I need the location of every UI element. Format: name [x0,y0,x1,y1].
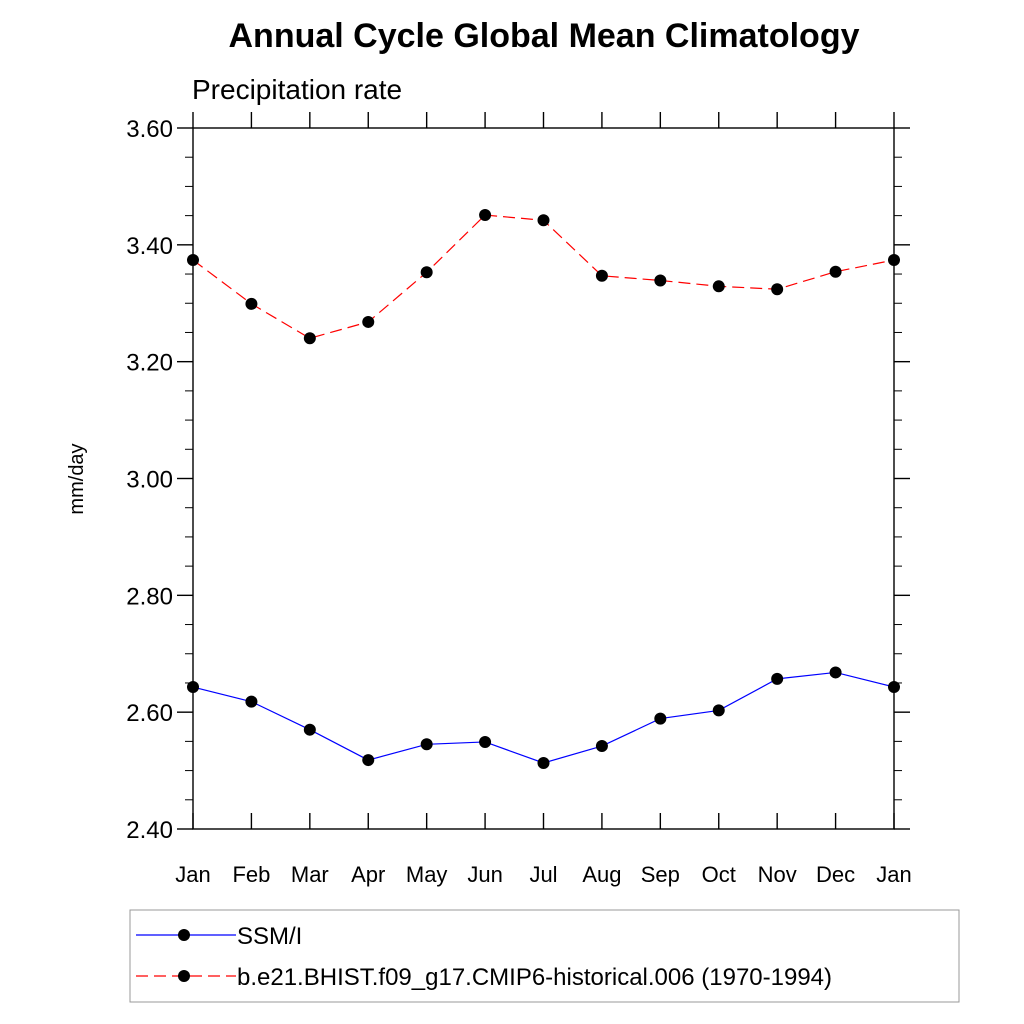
x-tick-label: Sep [641,862,680,887]
series-1-point [712,280,725,293]
plot-frame [192,127,895,830]
series-1-point [362,315,375,328]
x-tick-label: Jul [529,862,557,887]
legend-ssmi-marker [178,929,190,941]
series-0-point [420,738,433,751]
x-tick-label: Dec [816,862,855,887]
series-1-point [888,254,900,267]
series-0-point [654,712,667,725]
legend: SSM/I b.e21.BHIST.f09_g17.CMIP6-historic… [129,909,960,1003]
x-tick-label: May [406,862,448,887]
x-tick-label: Jan [175,862,210,887]
series-line-0 [192,671,895,764]
series-1-point [420,266,433,279]
series-1-point [537,214,550,227]
y-tick-label: 3.40 [126,233,173,260]
series-0-point [888,681,900,694]
series-0-point [362,754,375,767]
y-axis-label: mm/day [66,443,88,514]
x-tick-label: Nov [758,862,797,887]
x-tick-labels: Jan Feb Mar Apr May Jun Jul Aug Sep Oct Nov Dec Jan [175,862,911,887]
legend-ssmi-label: SSM/I [237,923,302,950]
x-tick-label: Feb [232,862,270,887]
series-layer [187,209,900,769]
series-1-point [771,283,784,296]
series-line-1 [192,214,895,339]
x-tick-label: Jan [876,862,911,887]
series-0-point [829,666,842,679]
series-0-point [245,695,258,708]
chart-subtitle: Precipitation rate [192,74,402,105]
series-1-point [479,209,492,222]
y-tick-label: 3.20 [126,350,173,377]
series-0-point [479,735,492,748]
y-tick-label: 3.00 [126,467,173,494]
y-tick-label: 2.60 [126,700,173,727]
chart-title: Annual Cycle Global Mean Climatology [229,17,860,55]
x-tick-label: Jun [467,862,502,887]
series-0-point [537,756,550,769]
x-tick-label: Apr [351,862,385,887]
legend-model-marker [178,970,190,982]
series-1-point [303,332,316,345]
x-tick-label: Aug [582,862,621,887]
x-tick-label: Oct [702,862,736,887]
series-1-point [245,297,258,310]
x-tick-label: Mar [291,862,329,887]
series-0-point [303,723,316,736]
legend-model-label: b.e21.BHIST.f09_g17.CMIP6-historical.006… [237,964,832,991]
series-1-point [654,274,667,287]
series-0-point [771,672,784,685]
y-tick-label: 3.60 [126,116,173,143]
series-1-point [829,265,842,278]
series-0-point [187,681,199,694]
series-0-point [712,704,725,717]
y-tick-label: 2.80 [126,583,173,610]
series-1-point [187,254,199,267]
series-1-point [595,269,608,282]
legend-box [129,909,960,1003]
y-tick-label: 2.40 [126,817,173,844]
series-0-point [595,740,608,753]
y-tick-labels: 2.40 2.60 2.80 3.00 3.20 3.40 3.60 [126,116,173,844]
